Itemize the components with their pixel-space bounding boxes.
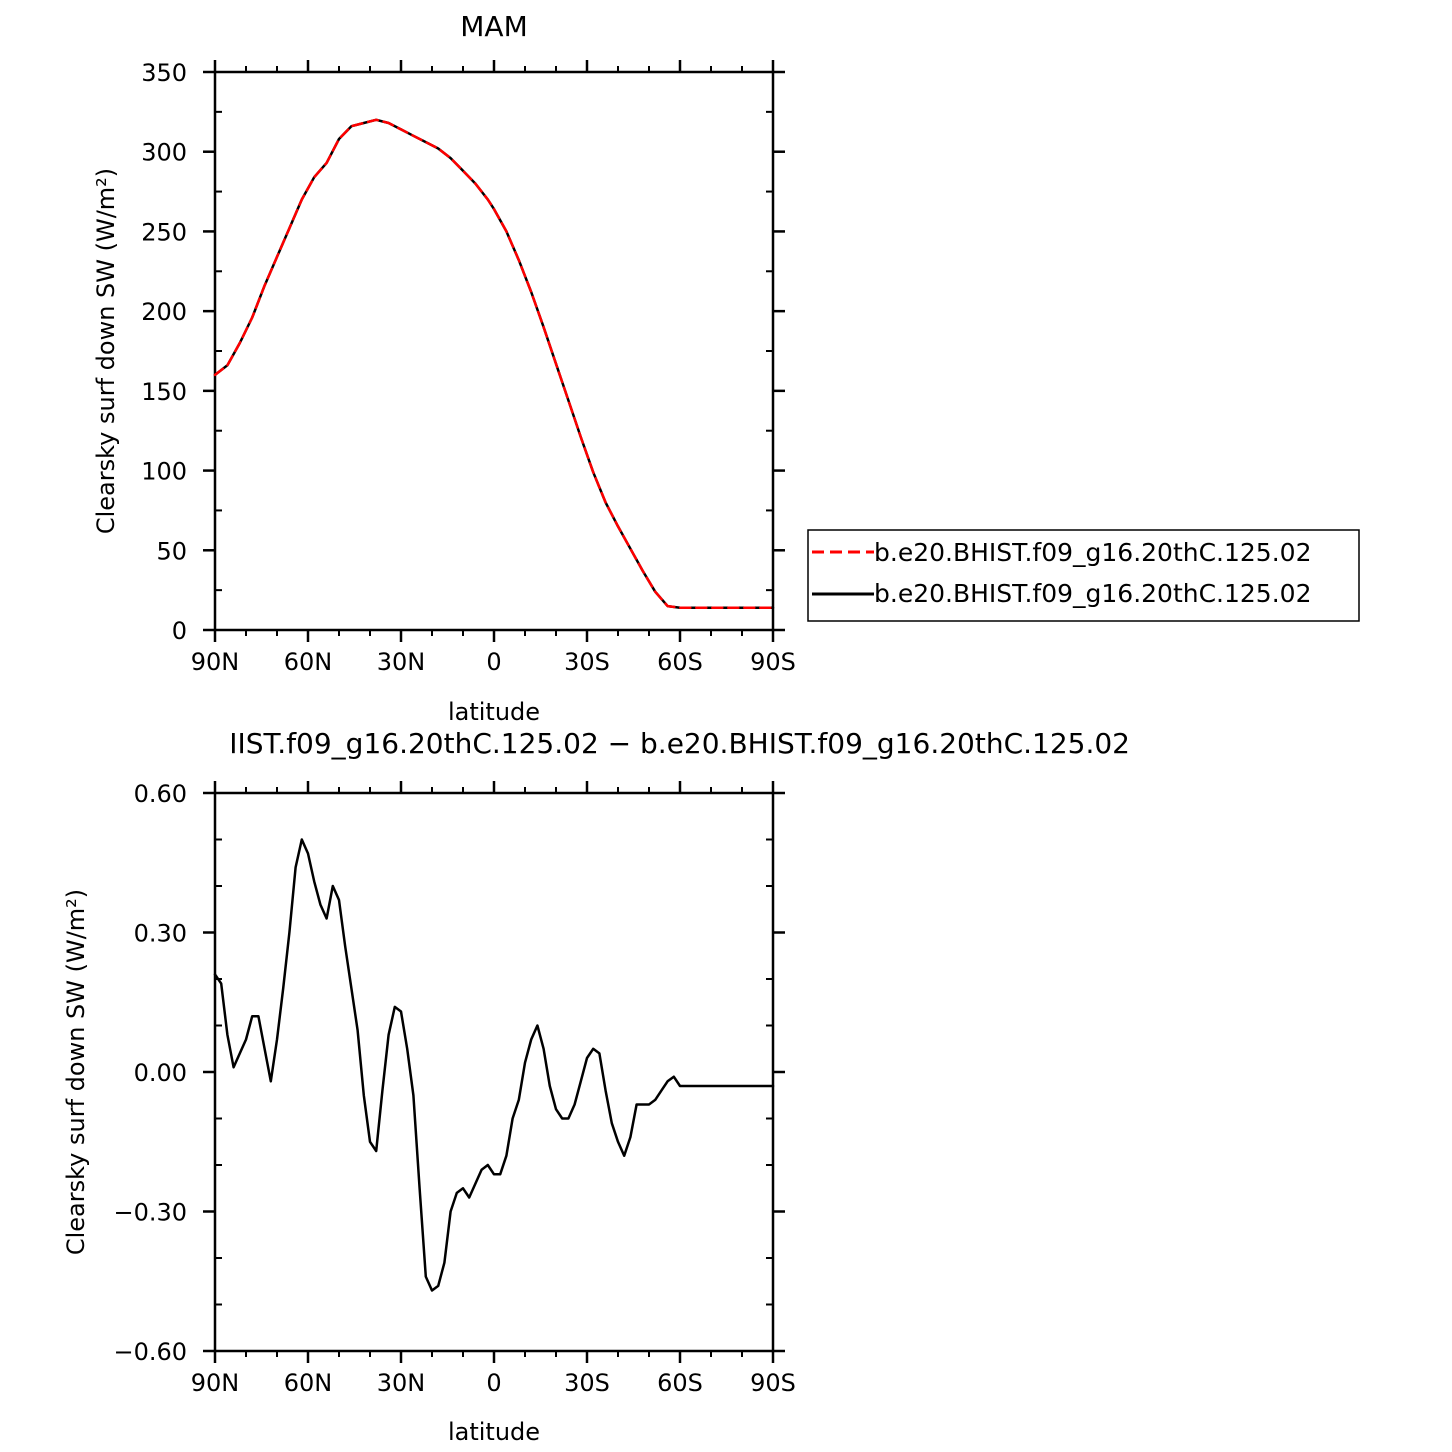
top-tick-labels: 90N 60N 30N 0 30S 60S 90S 0 50 100 150 200 250 300 350: [141, 59, 796, 676]
bottom-y-axis-title: Clearsky surf down SW (W/m²): [62, 889, 90, 1255]
y-tick-label: −0.30: [113, 1199, 187, 1227]
legend: b.e20.BHIST.f09_g16.20thC.125.02 b.e20.B…: [807, 529, 1360, 622]
y-tick-label: 350: [141, 59, 187, 87]
y-tick-label: 300: [141, 139, 187, 167]
bottom-plot-frame: [213, 791, 775, 1353]
y-tick-label: −0.60: [113, 1338, 187, 1366]
bottom-axis-ticks: [203, 781, 785, 1363]
y-tick-label: 50: [156, 537, 187, 565]
bottom-tick-labels: 90N 60N 30N 0 30S 60S 90S −0.60 −0.30 0.00 0.30 0.6…: [113, 780, 795, 1397]
y-tick-label: 0.00: [134, 1059, 187, 1087]
series-line-red-dashed: [213, 118, 775, 609]
y-tick-label: 200: [141, 298, 187, 326]
series-line-black-solid: [213, 838, 775, 1292]
y-tick-label: 0.60: [134, 780, 187, 808]
x-tick-label: 90N: [191, 648, 240, 676]
y-tick-label: 150: [141, 378, 187, 406]
top-plot-title: MAM: [460, 10, 527, 43]
bottom-panel: IIST.f09_g16.20thC.125.02 − b.e20.BHIST.…: [62, 727, 1130, 1446]
top-x-axis-title: latitude: [448, 698, 540, 726]
x-tick-label: 60N: [284, 1369, 333, 1397]
x-tick-label: 60S: [657, 648, 703, 676]
x-tick-label: 0: [486, 1369, 501, 1397]
bottom-series-group: [213, 838, 775, 1292]
y-tick-label: 250: [141, 218, 187, 246]
x-tick-label: 60S: [657, 1369, 703, 1397]
x-tick-label: 30N: [377, 1369, 426, 1397]
x-tick-label: 0: [486, 648, 501, 676]
top-panel: MAM 90N 60N 30N 0 30S 60S 90S 0 50 100 150 200 250 30…: [92, 10, 1360, 726]
y-tick-label: 100: [141, 458, 187, 486]
x-tick-label: 30S: [564, 648, 610, 676]
x-tick-label: 30S: [564, 1369, 610, 1397]
x-tick-label: 30N: [377, 648, 426, 676]
bottom-plot-title: IIST.f09_g16.20thC.125.02 − b.e20.BHIST.…: [229, 727, 1130, 760]
series-line-black-solid: [213, 118, 775, 609]
x-tick-label: 60N: [284, 648, 333, 676]
top-plot-frame: [213, 70, 775, 632]
x-tick-label: 90S: [750, 1369, 796, 1397]
bottom-x-axis-title: latitude: [448, 1418, 540, 1446]
top-series-group: [213, 118, 775, 609]
x-tick-label: 90N: [191, 1369, 240, 1397]
top-axis-ticks: [203, 60, 785, 642]
y-tick-label: 0: [172, 617, 187, 645]
legend-label-2: b.e20.BHIST.f09_g16.20thC.125.02: [874, 579, 1311, 608]
legend-label-1: b.e20.BHIST.f09_g16.20thC.125.02: [874, 538, 1311, 567]
top-y-axis-title: Clearsky surf down SW (W/m²): [92, 168, 120, 534]
legend-box: [807, 529, 1360, 622]
y-tick-label: 0.30: [134, 920, 187, 948]
x-tick-label: 90S: [750, 648, 796, 676]
